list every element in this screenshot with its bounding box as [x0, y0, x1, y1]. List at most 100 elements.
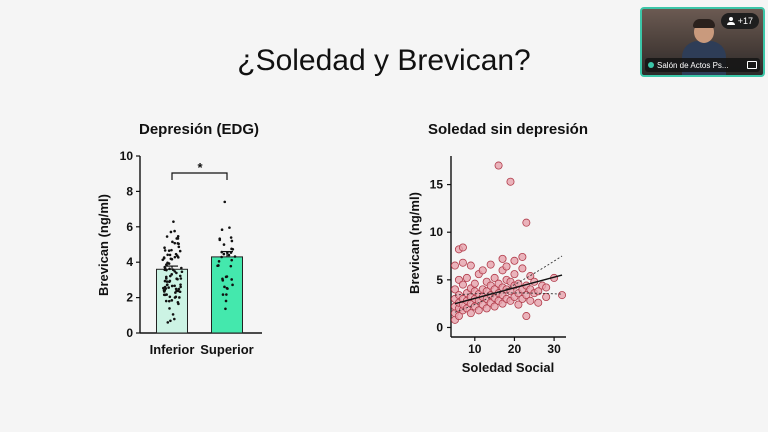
data-point: [180, 266, 183, 270]
scatter-point: [522, 218, 531, 227]
scatter-point: [534, 298, 543, 307]
data-point: [171, 313, 175, 316]
data-point: [165, 280, 169, 283]
data-point: [173, 255, 177, 259]
scatter-x-tick-label: 10: [468, 342, 482, 356]
data-point: [230, 239, 234, 243]
scatter-point: [558, 291, 567, 300]
bar-y-tick-label: 4: [126, 255, 133, 269]
data-point: [220, 228, 224, 232]
data-point: [175, 277, 178, 281]
data-point: [170, 273, 174, 276]
data-point: [169, 274, 172, 278]
scatter-point: [542, 283, 551, 292]
scatter-point: [486, 260, 495, 269]
data-point: [162, 256, 166, 260]
data-point: [222, 243, 226, 246]
data-point: [167, 299, 171, 303]
data-point: [223, 285, 226, 289]
scatter-point: [466, 309, 475, 318]
slide-title: ¿Soledad y Brevican?: [237, 44, 531, 77]
data-point: [164, 287, 168, 290]
data-point: [173, 229, 176, 233]
scatter-chart: Soledad sin depresión Brevican (ng/ml) Sol…: [407, 121, 588, 375]
data-point: [167, 249, 171, 252]
data-point: [174, 291, 177, 294]
data-point: [170, 248, 173, 252]
data-point: [221, 279, 225, 282]
data-point: [216, 264, 219, 268]
data-point: [165, 268, 168, 272]
scatter-point: [506, 177, 515, 186]
scatter-point: [542, 292, 551, 301]
scatter-y-tick-label: 0: [436, 320, 443, 334]
data-point: [179, 277, 183, 280]
location-pin-icon: [648, 62, 654, 68]
data-point: [178, 274, 182, 278]
data-point: [177, 302, 180, 306]
data-point: [164, 299, 168, 303]
data-point: [173, 270, 177, 273]
scatter-point: [470, 279, 479, 288]
scatter-point: [458, 243, 467, 252]
participants-count: +17: [737, 16, 753, 26]
data-point: [163, 246, 166, 249]
scatter-point: [458, 280, 467, 289]
data-point: [230, 258, 234, 262]
scatter-y-tick-label: 10: [430, 225, 444, 239]
scatter-x-tick-label: 20: [508, 342, 522, 356]
data-point: [218, 238, 222, 242]
scatter-point: [454, 312, 463, 321]
bar-y-tick-label: 10: [120, 149, 134, 163]
significance-bracket: [171, 172, 228, 180]
scatter-point: [462, 273, 471, 282]
data-point: [230, 278, 233, 281]
data-point: [178, 296, 181, 299]
data-point: [224, 307, 227, 311]
data-point: [221, 293, 225, 296]
data-point: [180, 270, 184, 274]
trend-line: [454, 274, 563, 305]
scatter-point: [526, 272, 535, 281]
scatter-point: [490, 302, 499, 311]
data-point: [163, 279, 167, 283]
speaker-video-thumbnail[interactable]: +17 Salón de Actos Ps...: [640, 7, 765, 77]
scatter-x-axis-label: Soledad Social: [462, 360, 554, 375]
screen-share-icon[interactable]: [747, 61, 757, 69]
data-point: [179, 285, 182, 289]
data-point: [163, 265, 167, 269]
data-point: [169, 319, 172, 323]
scatter-point: [518, 252, 527, 261]
scatter-point: [474, 306, 483, 315]
data-point: [167, 262, 171, 265]
data-point: [173, 317, 176, 321]
bar-y-tick-label: 0: [126, 326, 133, 340]
data-point: [226, 251, 229, 255]
data-point: [224, 275, 228, 279]
data-point: [170, 284, 174, 288]
data-point: [166, 321, 170, 324]
data-point: [167, 286, 170, 289]
data-point: [179, 283, 182, 286]
scatter-point: [498, 254, 507, 263]
data-point: [163, 249, 167, 252]
data-point: [165, 235, 169, 238]
scatter-point: [450, 285, 459, 294]
data-point: [174, 287, 178, 291]
bar-chart: Depresión (EDG) Brevican (ng/ml) 0 2 4 6 8 10 In…: [96, 121, 262, 357]
data-point: [177, 245, 181, 249]
bar-category-label: Superior: [200, 342, 253, 357]
scatter-point: [466, 261, 475, 270]
data-point: [229, 236, 233, 239]
data-point: [163, 293, 167, 297]
scatter-point: [490, 273, 499, 282]
data-point: [173, 241, 177, 245]
data-point: [229, 264, 233, 268]
participants-button[interactable]: +17: [720, 13, 759, 29]
data-point: [220, 250, 224, 254]
scatter-point: [514, 300, 523, 309]
data-point: [178, 290, 182, 294]
scatter-y-tick-label: 5: [436, 273, 443, 287]
bar-y-axis-label: Brevican (ng/ml): [96, 194, 111, 296]
